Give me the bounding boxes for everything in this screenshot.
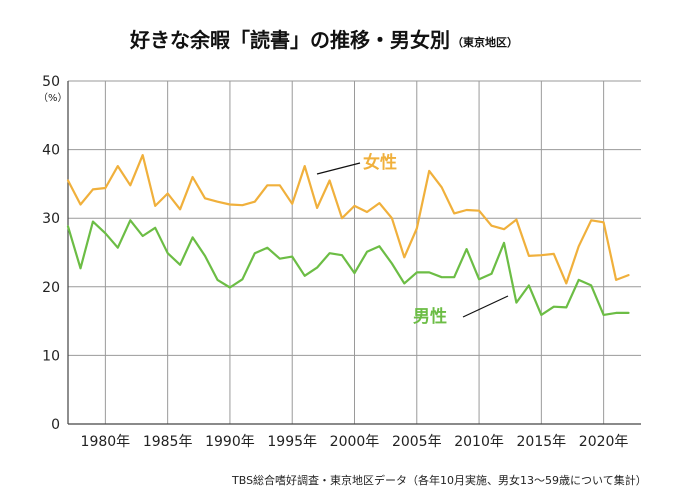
x-tick-label: 2005年	[392, 434, 442, 450]
y-tick-label: 20	[42, 280, 60, 296]
chart-subtitle: （東京地区）	[452, 35, 518, 49]
series-label-female: 女性	[363, 152, 397, 173]
series-line-female	[66, 154, 630, 285]
x-tick-label: 2015年	[517, 434, 567, 450]
y-tick-label: 40	[42, 143, 60, 159]
y-axis-unit: （%）	[38, 92, 68, 104]
y-tick-label: 50	[42, 74, 60, 90]
x-tick-label: 1990年	[205, 434, 255, 450]
x-tick-label: 1985年	[143, 434, 193, 450]
x-tick-label: 1980年	[81, 434, 131, 450]
y-tick-label: 10	[42, 348, 60, 364]
y-tick-label: 30	[42, 211, 60, 227]
series-lines	[66, 154, 630, 316]
chart-title: 好きな余暇「読書」の推移・男女別	[129, 28, 450, 52]
source-note: TBS総合嗜好調査・東京地区データ（各年10月実施、男女13〜59歳について集計…	[231, 473, 647, 487]
x-tick-label: 2000年	[330, 434, 380, 450]
grid	[68, 80, 641, 424]
y-tick-label: 0	[51, 417, 60, 433]
x-tick-label: 2020年	[579, 434, 629, 450]
series-line-male	[66, 219, 630, 316]
leader-line-male	[462, 295, 509, 318]
axes: 0 10 20 30 40 50 1980年 1985年 1990年 1995年 2000年 2005…	[42, 74, 641, 450]
x-tick-label: 2010年	[454, 434, 504, 450]
leader-line-female	[316, 162, 361, 175]
x-tick-label: 1995年	[267, 434, 317, 450]
series-label-male: 男性	[413, 306, 447, 327]
